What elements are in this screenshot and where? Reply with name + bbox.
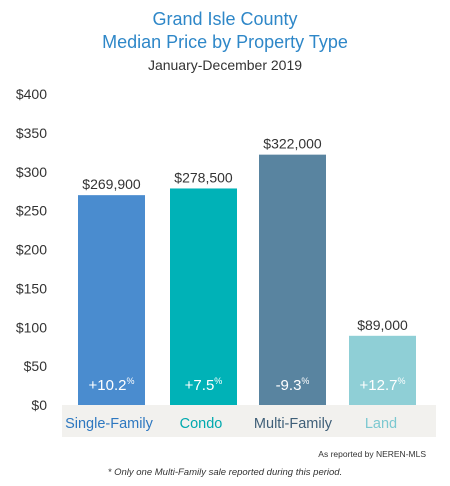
x-category-label: Multi-Family — [254, 416, 333, 432]
y-tick-label: $200 — [16, 242, 47, 258]
change-unit: % — [301, 376, 309, 386]
bar-multi-family — [259, 154, 326, 405]
data-label: $269,900 — [82, 176, 141, 192]
x-category-label: Land — [365, 416, 397, 432]
chart-title-line-2: Median Price by Property Type — [102, 32, 348, 52]
change-unit: % — [397, 376, 405, 386]
change-label: +12.7% — [360, 376, 406, 394]
data-label: $322,000 — [263, 136, 322, 152]
y-tick-label: $150 — [16, 280, 47, 296]
x-category-label: Condo — [180, 416, 223, 432]
footnote: * Only one Multi-Family sale reported du… — [107, 467, 343, 478]
bar-single-family — [78, 195, 145, 405]
change-value: +10.2 — [89, 377, 127, 394]
category-band — [62, 405, 436, 437]
y-tick-label: $50 — [24, 358, 48, 374]
y-tick-label: $100 — [16, 319, 47, 335]
change-unit: % — [214, 376, 222, 386]
data-label: $278,500 — [174, 169, 233, 185]
x-category-label: Single-Family — [65, 416, 154, 432]
y-tick-label: $0 — [31, 397, 47, 413]
y-tick-label: $400 — [16, 86, 47, 102]
bar-condo — [170, 188, 237, 405]
change-label: +7.5% — [185, 376, 223, 394]
chart-title: Grand Isle County — [152, 9, 298, 29]
data-label: $89,000 — [357, 317, 408, 333]
chart-header: Grand Isle County Median Price by Proper… — [0, 8, 450, 75]
y-tick-label: $350 — [16, 125, 47, 141]
change-value: +7.5 — [185, 377, 215, 394]
bar-land — [349, 335, 416, 405]
change-label: -9.3% — [276, 376, 310, 394]
y-tick-label: $250 — [16, 203, 47, 219]
chart-subtitle: January-December 2019 — [147, 57, 303, 73]
change-label: +10.2% — [89, 376, 135, 394]
y-tick-label: $300 — [16, 164, 47, 180]
change-value: -9.3 — [276, 377, 302, 394]
change-value: +12.7 — [360, 377, 398, 394]
change-unit: % — [126, 376, 134, 386]
source-note: As reported by NEREN-MLS — [318, 449, 426, 459]
